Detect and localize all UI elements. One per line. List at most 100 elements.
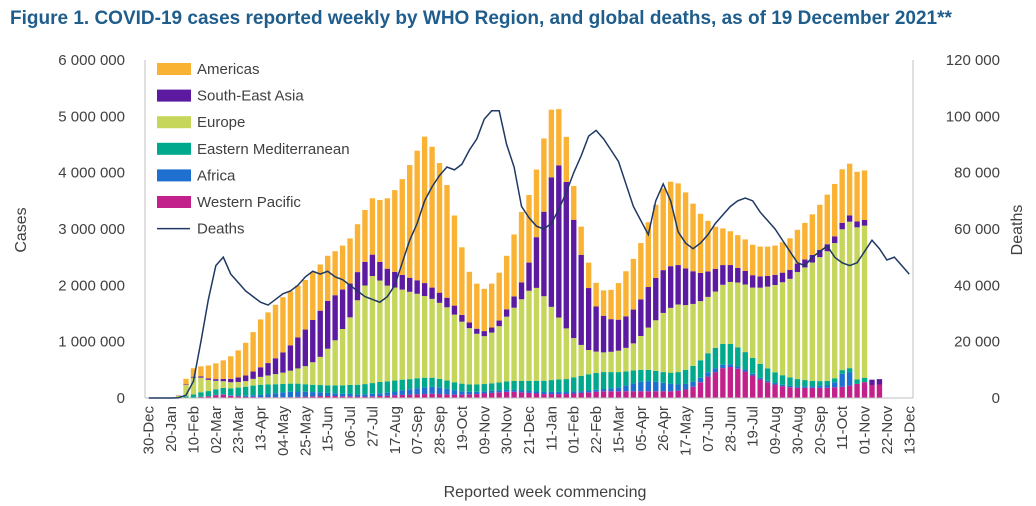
bar-europe-31 bbox=[377, 280, 383, 382]
bar-western-pacific-52 bbox=[533, 393, 540, 398]
bar-europe-49 bbox=[511, 307, 517, 381]
bar-western-pacific-20 bbox=[295, 396, 301, 398]
bar-eastern-mediterranean-40 bbox=[444, 380, 450, 389]
bar-western-pacific-43 bbox=[466, 394, 473, 398]
bar-south-east-asia-25 bbox=[332, 295, 338, 341]
x-tick-label: 02-Mar bbox=[208, 406, 225, 454]
bar-western-pacific-84 bbox=[772, 384, 778, 398]
bar-americas-71 bbox=[675, 183, 681, 266]
bar-eastern-mediterranean-29 bbox=[362, 384, 368, 395]
bar-south-east-asia-19 bbox=[287, 345, 294, 371]
bar-africa-73 bbox=[690, 381, 696, 387]
y-right-tick-label: 60 000 bbox=[954, 221, 1000, 238]
bar-africa-63 bbox=[615, 387, 622, 392]
bar-europe-88 bbox=[802, 267, 808, 381]
bar-south-east-asia-88 bbox=[802, 259, 808, 268]
legend-swatch-western-pacific bbox=[157, 196, 191, 208]
bar-south-east-asia-9 bbox=[213, 379, 219, 381]
x-tick-label: 01-Feb bbox=[566, 406, 583, 454]
bar-eastern-mediterranean-18 bbox=[280, 383, 286, 393]
bar-south-east-asia-93 bbox=[839, 222, 845, 230]
bar-south-east-asia-67 bbox=[645, 287, 651, 328]
bar-americas-48 bbox=[503, 255, 510, 310]
bar-western-pacific-95 bbox=[854, 383, 860, 398]
bar-africa-52 bbox=[533, 391, 540, 394]
bar-south-east-asia-85 bbox=[779, 272, 786, 283]
bar-europe-7 bbox=[198, 377, 204, 393]
bar-americas-85 bbox=[779, 242, 786, 273]
bar-africa-65 bbox=[630, 383, 637, 392]
bar-europe-28 bbox=[354, 300, 361, 385]
bar-eastern-mediterranean-25 bbox=[332, 385, 338, 394]
bar-western-pacific-29 bbox=[362, 396, 368, 398]
bar-western-pacific-22 bbox=[310, 396, 316, 398]
x-tick-label: 27-Jul bbox=[364, 406, 381, 447]
bar-western-pacific-23 bbox=[317, 396, 323, 398]
bar-eastern-mediterranean-70 bbox=[667, 372, 674, 384]
bar-americas-40 bbox=[444, 185, 450, 298]
bar-eastern-mediterranean-33 bbox=[392, 380, 398, 392]
bar-eastern-mediterranean-73 bbox=[690, 365, 696, 382]
bar-eastern-mediterranean-37 bbox=[421, 377, 428, 388]
bar-eastern-mediterranean-74 bbox=[697, 360, 704, 378]
bar-europe-66 bbox=[638, 336, 644, 370]
bar-eastern-mediterranean-47 bbox=[496, 382, 502, 391]
bar-americas-70 bbox=[667, 181, 674, 267]
bar-africa-35 bbox=[407, 389, 413, 395]
x-tick-label: 22-Feb bbox=[588, 406, 605, 454]
bar-africa-29 bbox=[362, 394, 368, 397]
bar-western-pacific-86 bbox=[787, 387, 793, 398]
bar-europe-41 bbox=[451, 314, 458, 383]
bar-western-pacific-66 bbox=[638, 391, 644, 398]
bar-africa-67 bbox=[645, 381, 651, 392]
bar-europe-35 bbox=[407, 291, 413, 380]
bar-eastern-mediterranean-24 bbox=[325, 385, 331, 393]
bar-western-pacific-28 bbox=[354, 396, 361, 398]
bar-europe-65 bbox=[630, 343, 637, 371]
bar-europe-53 bbox=[541, 296, 547, 381]
legend-swatch-americas bbox=[157, 63, 191, 75]
bar-western-pacific-54 bbox=[548, 394, 555, 398]
bar-eastern-mediterranean-89 bbox=[809, 380, 816, 387]
bar-south-east-asia-69 bbox=[660, 270, 666, 313]
bar-europe-56 bbox=[563, 328, 569, 380]
bar-western-pacific-61 bbox=[600, 391, 607, 398]
bar-western-pacific-94 bbox=[846, 385, 853, 398]
bar-eastern-mediterranean-91 bbox=[824, 380, 830, 386]
bar-south-east-asia-20 bbox=[295, 337, 301, 369]
bar-americas-18 bbox=[280, 297, 286, 353]
bar-africa-36 bbox=[414, 388, 420, 395]
bar-western-pacific-51 bbox=[526, 392, 532, 398]
bar-americas-15 bbox=[257, 319, 264, 368]
bar-south-east-asia-16 bbox=[265, 363, 271, 376]
bar-eastern-mediterranean-10 bbox=[220, 387, 226, 395]
bar-europe-51 bbox=[526, 290, 532, 381]
bar-eastern-mediterranean-36 bbox=[414, 378, 420, 389]
bar-europe-67 bbox=[645, 327, 651, 370]
bar-western-pacific-13 bbox=[242, 396, 249, 398]
bar-europe-39 bbox=[436, 302, 443, 379]
bar-africa-71 bbox=[675, 384, 681, 391]
bar-south-east-asia-34 bbox=[399, 274, 405, 290]
bar-western-pacific-69 bbox=[660, 391, 666, 398]
bar-eastern-mediterranean-78 bbox=[727, 343, 734, 365]
bar-europe-10 bbox=[220, 381, 226, 388]
bar-europe-86 bbox=[787, 278, 793, 378]
bar-africa-86 bbox=[787, 385, 793, 388]
bar-south-east-asia-33 bbox=[392, 271, 398, 288]
x-tick-label: 11-Oct bbox=[834, 405, 851, 450]
bar-americas-35 bbox=[407, 165, 413, 278]
x-tick-label: 17-May bbox=[678, 406, 695, 457]
bar-eastern-mediterranean-6 bbox=[190, 394, 197, 398]
bar-africa-37 bbox=[421, 387, 428, 395]
bar-americas-22 bbox=[310, 272, 316, 320]
bar-africa-54 bbox=[548, 391, 555, 395]
bar-europe-43 bbox=[466, 328, 473, 385]
x-tick-label: 22-Nov bbox=[879, 406, 896, 455]
bar-europe-81 bbox=[750, 287, 756, 359]
bar-eastern-mediterranean-15 bbox=[257, 384, 264, 395]
bar-south-east-asia-10 bbox=[220, 378, 226, 382]
bar-africa-28 bbox=[354, 394, 361, 397]
bar-western-pacific-8 bbox=[205, 396, 212, 398]
bar-south-east-asia-72 bbox=[682, 268, 689, 306]
